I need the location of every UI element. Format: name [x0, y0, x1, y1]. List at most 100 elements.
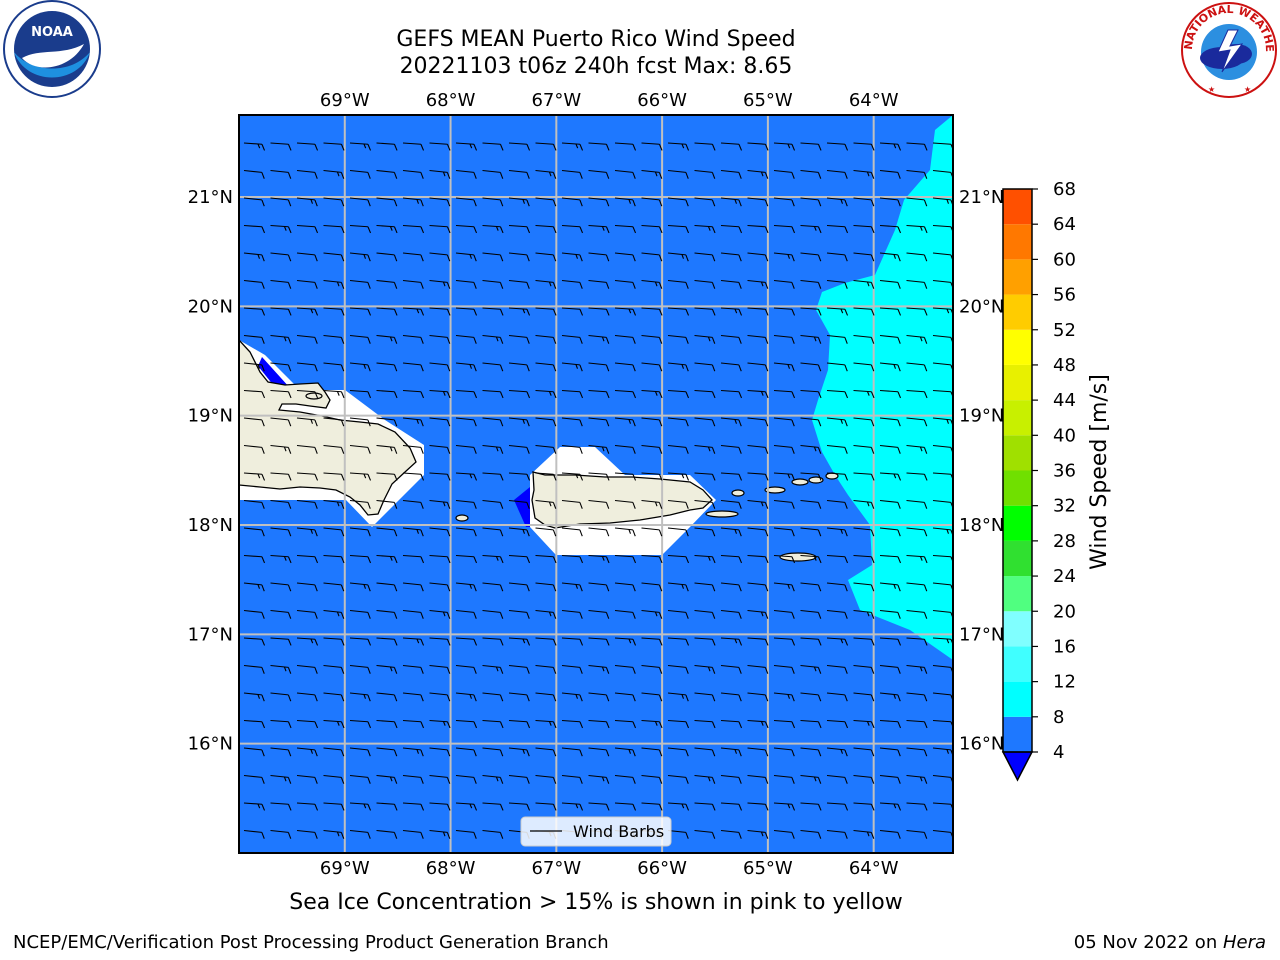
- wind-barb: [561, 582, 583, 592]
- wind-barb: [508, 858, 530, 866]
- wind-barb: [323, 444, 345, 454]
- wind-barb: [243, 747, 265, 757]
- wind-barb: [826, 142, 849, 151]
- wind-barb: [482, 582, 504, 592]
- wind-barb: [826, 582, 848, 592]
- wind-barb: [349, 252, 371, 262]
- wind-barb: [561, 637, 584, 646]
- wind-barb: [323, 169, 345, 179]
- wind-barb: [906, 829, 928, 839]
- wind-barb: [747, 197, 769, 207]
- legend-label: Wind Barbs: [573, 822, 664, 841]
- wind-barb: [429, 334, 451, 344]
- wind-barb: [482, 829, 504, 839]
- wind-barb: [694, 334, 716, 344]
- wind-barb: [906, 664, 928, 674]
- wind-barb: [800, 664, 822, 674]
- wind-barb: [243, 719, 266, 729]
- wind-barb: [270, 637, 292, 646]
- colorbar-bin: [1003, 646, 1032, 682]
- wind-barb: [906, 169, 928, 179]
- wind-barb: [879, 334, 901, 344]
- wind-barb: [694, 719, 716, 729]
- wind-barb: [535, 774, 557, 784]
- lon-tick-label-bottom: 64°W: [849, 858, 899, 879]
- wind-barb: [323, 692, 345, 702]
- wind-barb: [641, 774, 663, 784]
- svg-text:★: ★: [1244, 85, 1251, 94]
- wind-barb: [455, 829, 477, 839]
- small-islands: [305, 392, 839, 562]
- wind-barb: [561, 802, 584, 811]
- wind-barb: [243, 527, 265, 537]
- wind-barb: [879, 224, 902, 234]
- colorbar-tick-label: 28: [1053, 531, 1076, 552]
- wind-barb: [800, 719, 822, 729]
- wind-barb: [588, 747, 610, 757]
- wind-barb: [508, 527, 530, 537]
- wind-barb: [694, 389, 716, 399]
- wind-barb: [588, 472, 610, 481]
- wind-barb: [747, 802, 769, 811]
- wind-barb: [402, 554, 425, 564]
- wind-barb: [720, 444, 742, 454]
- wind-barb: [906, 802, 928, 811]
- wind-barb: [508, 554, 531, 564]
- wind-barb: [773, 472, 796, 481]
- wind-barb: [906, 582, 928, 592]
- wind-barb: [402, 802, 425, 811]
- wind-barb: [296, 417, 318, 427]
- wind-barb: [800, 142, 822, 151]
- wind-barb: [296, 802, 319, 811]
- wind-barb: [826, 334, 848, 344]
- wind-barb: [270, 499, 292, 509]
- wind-barb: [747, 472, 769, 481]
- wind-barb: [879, 554, 902, 564]
- wind-barb: [508, 334, 530, 344]
- wind-barb: [588, 527, 610, 537]
- wind-barb: [535, 527, 557, 537]
- wind-barb: [641, 417, 663, 427]
- wind-barb: [482, 444, 504, 454]
- wind-barb: [694, 499, 716, 509]
- wind-barb: [535, 307, 557, 316]
- wind-barb: [614, 334, 636, 344]
- wind-barb: [243, 472, 266, 481]
- wind-barb: [667, 472, 690, 481]
- wind-barb: [402, 389, 425, 399]
- wind-barb: [323, 142, 345, 151]
- wind-barb: [906, 417, 928, 427]
- wind-barb: [243, 362, 265, 372]
- wind-barb: [641, 664, 663, 674]
- wind-barb: [429, 224, 451, 234]
- wind-barb: [482, 664, 504, 674]
- wind-barb: [270, 664, 292, 674]
- wind-barb: [429, 719, 451, 729]
- wind-barb: [296, 609, 318, 619]
- wind-barb: [270, 774, 292, 784]
- wind-barb: [694, 444, 716, 454]
- wind-barb: [667, 637, 690, 646]
- wind-barb: [508, 444, 530, 454]
- colorbar-label: Wind Speed [m/s]: [1087, 374, 1112, 570]
- wind-barb: [588, 637, 610, 646]
- chart-subtitle: 20221103 t06z 240h fcst Max: 8.65: [399, 54, 793, 79]
- wind-barb: [853, 774, 875, 784]
- wind-barb: [694, 307, 716, 316]
- wind-barb: [614, 692, 636, 702]
- wind-barb: [243, 829, 265, 839]
- wind-barb: [879, 197, 901, 207]
- wind-barb: [243, 169, 265, 179]
- wind-barb: [349, 197, 371, 207]
- wind-barb: [243, 307, 266, 316]
- wind-barb: [561, 307, 584, 316]
- wind-barb: [429, 609, 451, 619]
- wind-barb: [561, 609, 583, 619]
- wind-barb: [747, 417, 769, 427]
- wind-barb: [800, 224, 822, 234]
- lat-tick-label-left: 20°N: [188, 296, 233, 317]
- wind-barb: [879, 307, 902, 316]
- wind-barb: [853, 142, 875, 151]
- wind-barb: [641, 554, 663, 564]
- wind-barb: [243, 774, 265, 784]
